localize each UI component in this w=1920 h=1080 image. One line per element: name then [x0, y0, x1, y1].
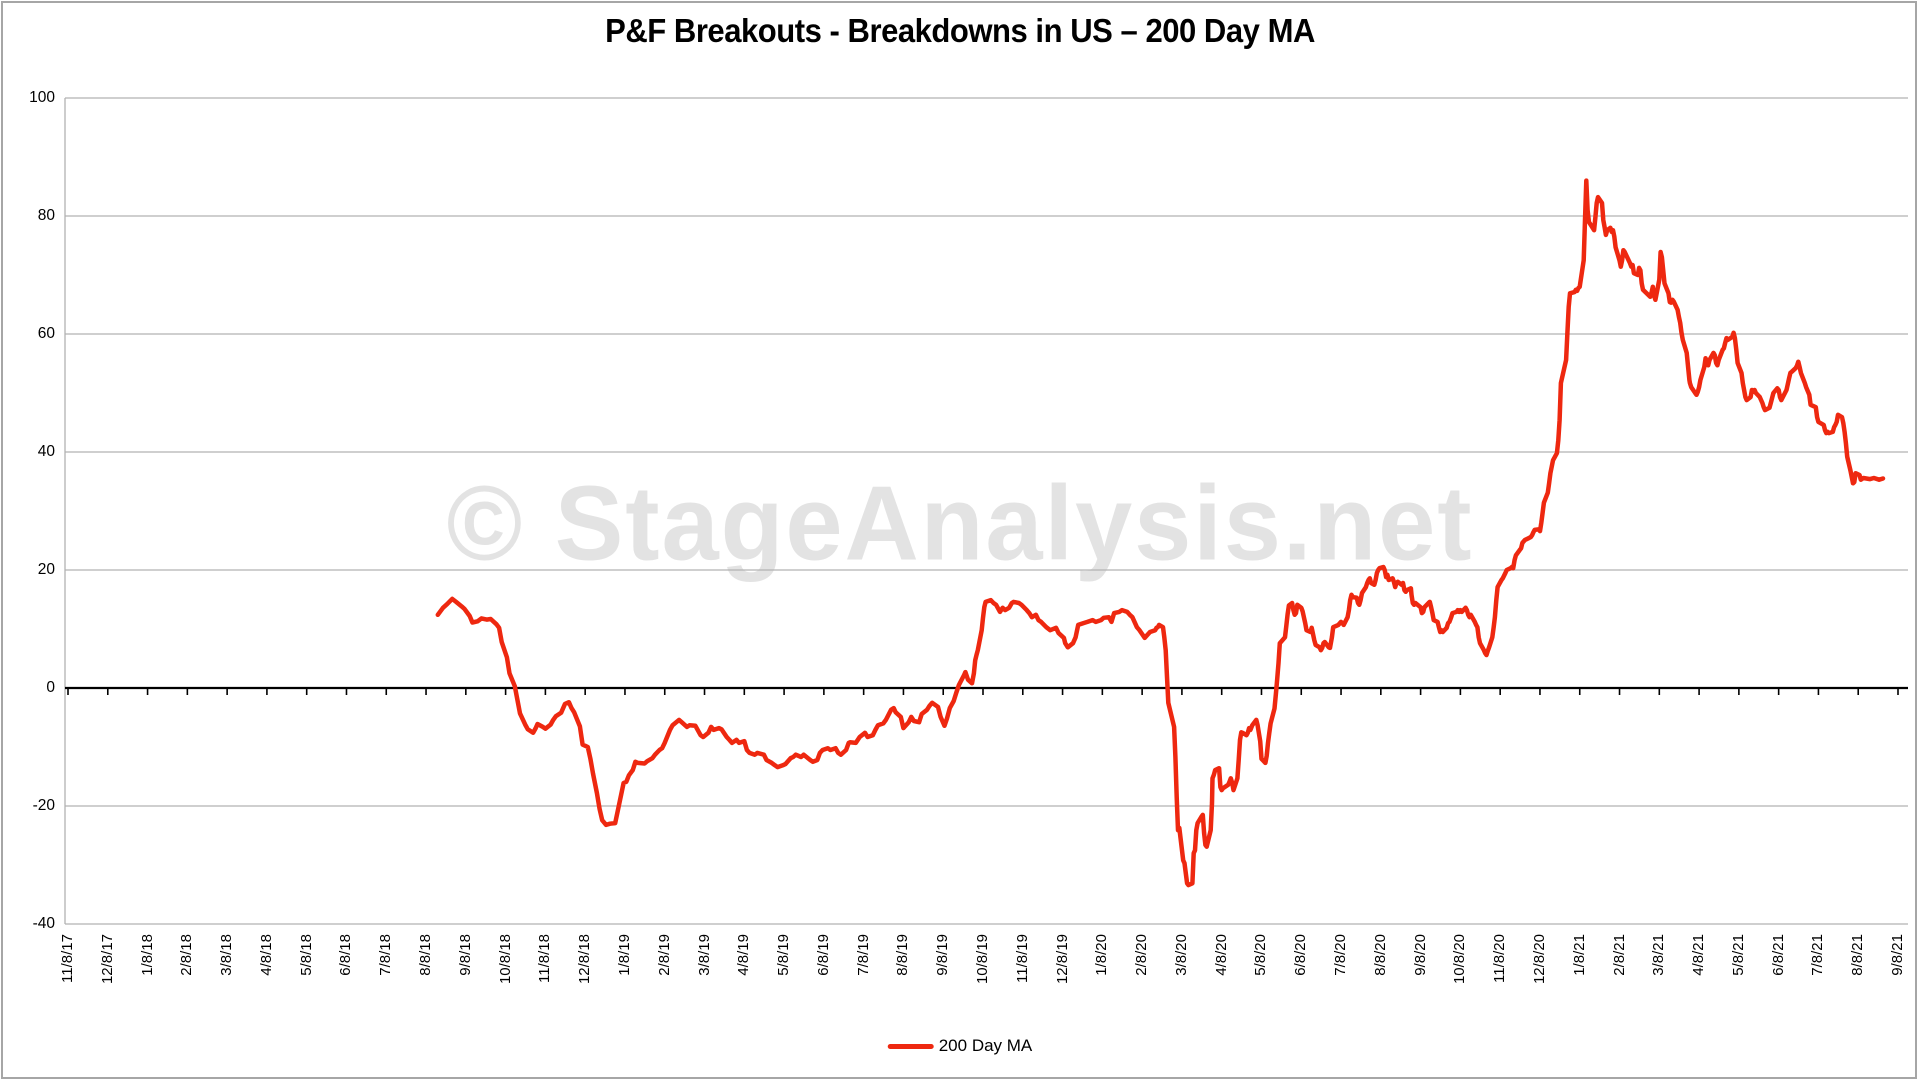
y-axis-label: 0: [46, 679, 55, 696]
x-axis-label: 9/8/21: [1889, 934, 1906, 976]
x-axis-label: 12/8/18: [576, 934, 594, 985]
x-axis-label: 8/8/19: [894, 934, 912, 976]
x-axis-label: 4/8/21: [1690, 934, 1708, 976]
x-axis-label: 3/8/21: [1650, 934, 1668, 976]
watermark: © StageAnalysis.net: [446, 464, 1474, 583]
x-axis-label: 7/8/18: [377, 934, 395, 976]
x-axis-label: 12/8/19: [1053, 934, 1071, 985]
x-axis-label: 6/8/19: [814, 934, 832, 976]
x-axis-label: 7/8/19: [854, 934, 872, 976]
legend: 200 Day MA: [887, 1036, 1033, 1056]
x-axis-label: 12/8/17: [98, 934, 116, 985]
x-axis-label: 9/8/20: [1411, 934, 1429, 976]
y-axis-label: -40: [32, 915, 55, 932]
y-axis-label: -20: [32, 797, 55, 814]
x-axis-label: 11/8/19: [1013, 934, 1031, 983]
x-axis-label: 3/8/18: [218, 934, 236, 976]
chart-title: P&F Breakouts - Breakdowns in US – 200 D…: [605, 12, 1315, 49]
x-axis-label: 2/8/21: [1610, 934, 1628, 976]
x-axis-label: 5/8/20: [1252, 934, 1270, 976]
x-axis-label: 9/8/18: [456, 934, 474, 976]
x-axis-label: 8/8/20: [1371, 934, 1389, 976]
x-axis-label: 6/8/18: [337, 934, 355, 976]
x-axis-label: 4/8/18: [257, 934, 275, 976]
y-axis-label: 60: [37, 325, 55, 342]
x-axis-label: 10/8/18: [496, 934, 514, 985]
x-axis-label: 1/8/19: [615, 934, 633, 976]
x-axis-label: 11/8/18: [536, 934, 554, 983]
x-axis-label: 7/8/20: [1332, 934, 1350, 976]
x-axis-label: 2/8/18: [178, 934, 196, 976]
x-axis-label: 5/8/18: [297, 934, 315, 976]
x-axis-label: 5/8/21: [1729, 934, 1747, 976]
x-axis-label: 3/8/19: [695, 934, 713, 976]
legend-line-swatch: [887, 1043, 934, 1049]
y-axis-label: 100: [29, 89, 55, 106]
x-axis-label: 4/8/19: [735, 934, 753, 976]
x-axis-label: 1/8/20: [1093, 934, 1111, 976]
y-axis-label: 80: [37, 207, 55, 224]
x-axis-label: 8/8/18: [417, 934, 435, 976]
x-axis-label: 10/8/20: [1451, 934, 1469, 985]
x-axis-label: 10/8/19: [974, 934, 991, 985]
x-axis-label: 2/8/19: [655, 934, 673, 976]
y-axis-label: 20: [37, 561, 55, 578]
x-axis-label: 11/8/17: [59, 934, 76, 983]
x-axis-label: 2/8/20: [1133, 934, 1151, 976]
x-axis-label: 8/8/21: [1849, 934, 1867, 976]
x-axis-label: 11/8/20: [1491, 934, 1509, 983]
series-line-200-day-ma: [435, 178, 1886, 888]
y-axis-label: 40: [37, 443, 55, 460]
x-axis-label: 6/8/20: [1292, 934, 1310, 976]
x-axis-label: 7/8/21: [1809, 934, 1827, 976]
x-axis-label: 3/8/20: [1172, 934, 1190, 976]
x-axis-label: 1/8/18: [138, 934, 156, 976]
x-axis-label: 4/8/20: [1212, 934, 1230, 976]
x-axis-label: 9/8/19: [934, 934, 952, 976]
x-axis-label: 12/8/20: [1530, 934, 1548, 985]
legend-label: 200 Day MA: [938, 1036, 1033, 1055]
x-axis-label: 6/8/21: [1769, 934, 1787, 976]
x-axis-label: 5/8/19: [775, 934, 793, 976]
x-axis-label: 1/8/21: [1570, 934, 1588, 976]
